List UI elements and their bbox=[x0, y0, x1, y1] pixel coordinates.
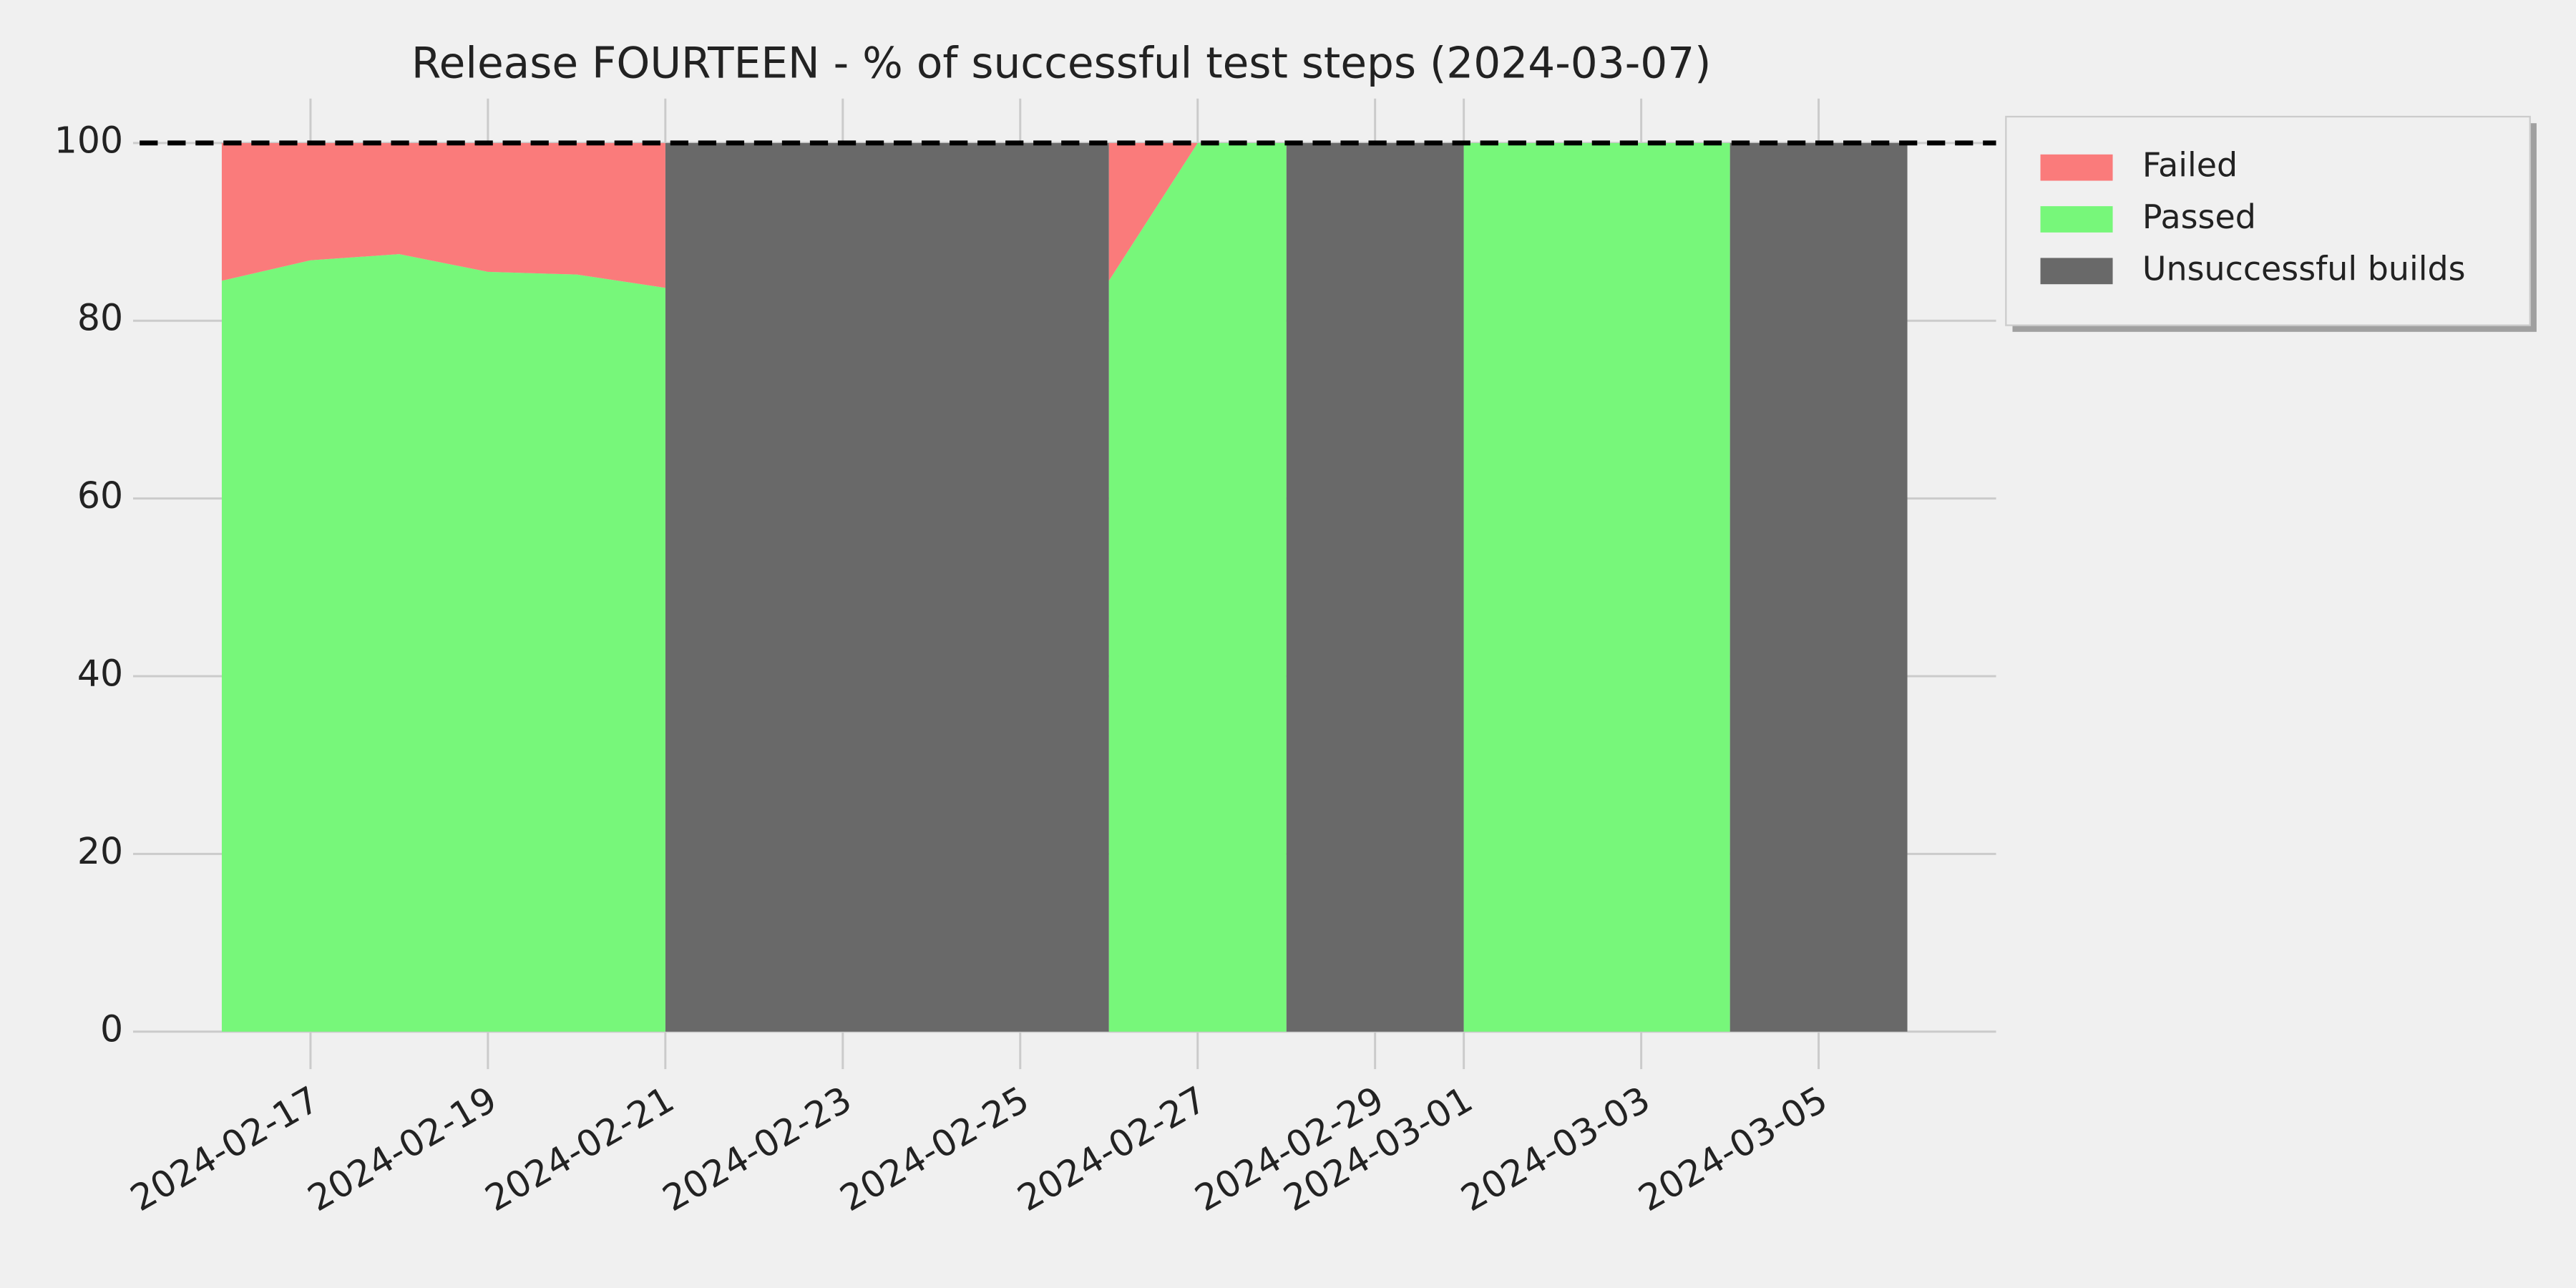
chart-title: Release FOURTEEN - % of successful test … bbox=[411, 39, 1712, 88]
y-tick-label: 0 bbox=[100, 1008, 123, 1050]
y-tick-label: 20 bbox=[77, 830, 123, 872]
legend-label: Passed bbox=[2142, 197, 2256, 236]
area bbox=[1108, 142, 1287, 281]
area bbox=[221, 142, 665, 288]
y-tick-label: 100 bbox=[54, 119, 123, 161]
area bbox=[665, 142, 1109, 1032]
y-tick-label: 40 bbox=[77, 653, 123, 695]
areas bbox=[221, 142, 1908, 1032]
legend-label: Failed bbox=[2142, 146, 2238, 185]
legend-label: Unsuccessful builds bbox=[2142, 249, 2466, 288]
legend-swatch bbox=[2040, 154, 2113, 181]
area bbox=[1108, 142, 1287, 1032]
area bbox=[1286, 142, 1464, 1032]
y-tick-label: 80 bbox=[77, 297, 123, 339]
legend: Failed Passed Unsuccessful builds bbox=[2005, 115, 2537, 332]
y-tick-label: 60 bbox=[77, 474, 123, 517]
legend-swatch bbox=[2040, 206, 2113, 233]
area bbox=[1463, 142, 1730, 1032]
area bbox=[221, 254, 665, 1032]
area bbox=[1729, 142, 1908, 1032]
legend-swatch bbox=[2040, 258, 2113, 285]
